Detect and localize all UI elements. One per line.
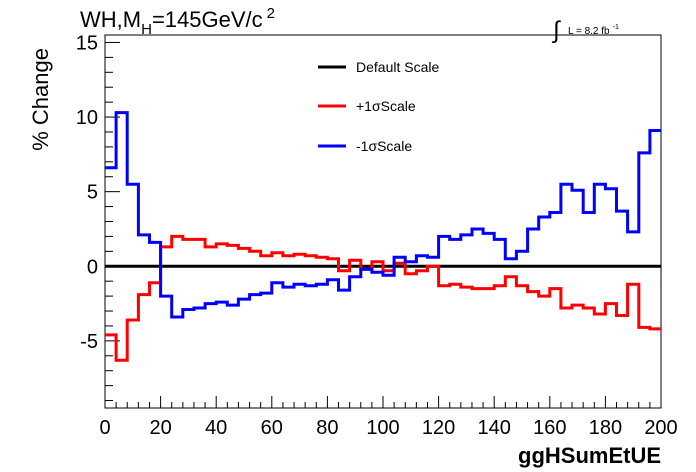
legend: Default Scale +1σScale -1σScale [318,59,439,154]
lumi-superscript: -1 [613,24,619,31]
y-tick-label: 0 [87,256,98,278]
series-1-line [105,234,661,362]
x-axis-label: ggHSumEtUE [518,443,661,468]
lumi-label: L = 8.2 fb -1 [568,24,619,37]
x-tick-label: 200 [644,417,677,439]
y-tick-label: 15 [76,32,98,54]
x-tick-label: 20 [149,417,171,439]
series-2-line [105,111,661,319]
y-tick-label: 5 [87,182,98,204]
x-tick-label: 80 [316,417,338,439]
legend-label-minus: -1σScale [356,138,412,154]
lumi-integral-symbol: ∫ [551,17,561,44]
title-rest: =145GeV/c [152,7,263,32]
y-tick-label: 10 [76,107,98,129]
chart-title: WH,MH=145GeV/c 2 [80,5,275,38]
title-main: WH,M [80,7,141,32]
x-tick-label: 60 [261,417,283,439]
plot-frame [104,34,662,409]
title-superscript: 2 [267,5,275,22]
x-tick-label: 40 [205,417,227,439]
y-axis: -5 0 5 10 15 [76,32,120,402]
x-tick-label: 0 [99,417,110,439]
legend-label-default: Default Scale [356,59,439,75]
title-subscript: H [141,21,152,38]
legend-label-plus: +1σScale [356,98,416,114]
x-tick-label: 100 [366,417,399,439]
x-tick-label: 120 [422,417,455,439]
x-tick-label: 180 [589,417,622,439]
x-tick-label: 140 [478,417,511,439]
x-axis: 0 20 40 60 80 100 120 140 160 180 200 [99,396,678,439]
y-axis-label: % Change [28,48,53,151]
x-tick-label: 160 [533,417,566,439]
y-tick-label: -5 [80,331,98,353]
lumi-text: L = 8.2 fb [568,26,610,37]
series-layer [105,111,661,362]
